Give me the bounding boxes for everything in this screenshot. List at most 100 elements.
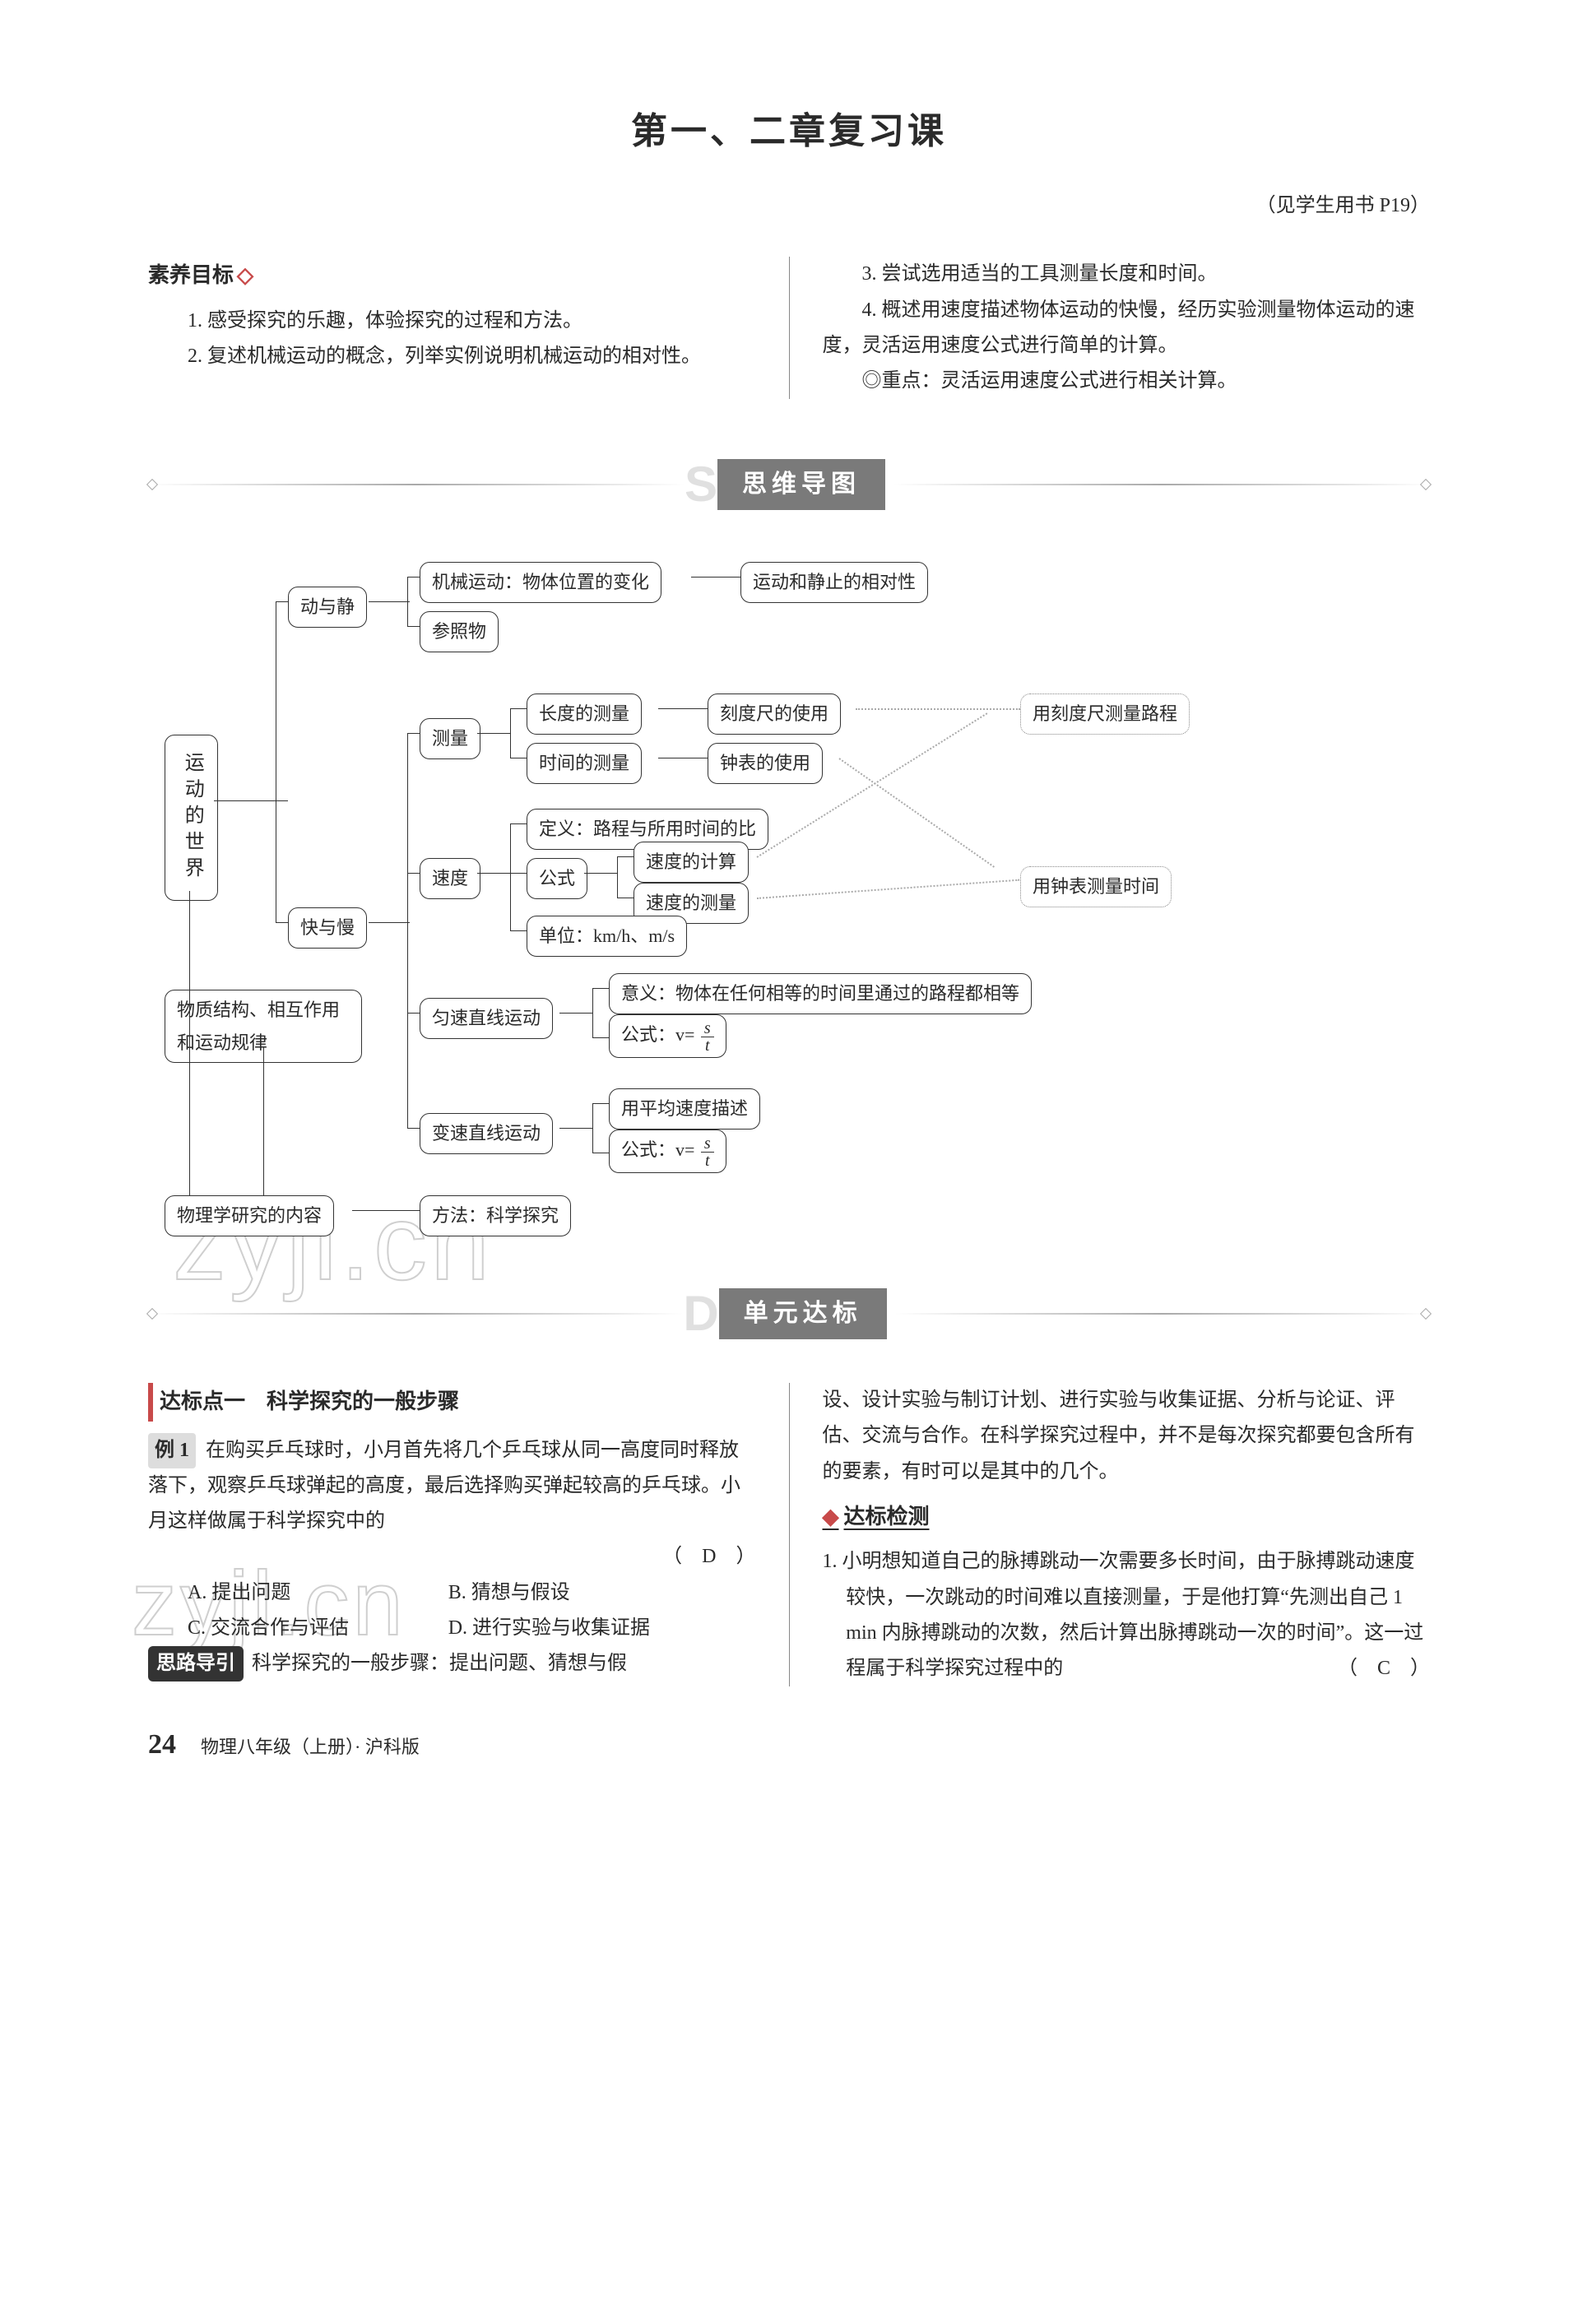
mm-connector — [592, 1103, 609, 1104]
option-b: B. 猜想与假设 — [448, 1575, 704, 1611]
mm-connector — [510, 708, 527, 709]
mm-node: 参照物 — [420, 611, 499, 652]
q1-text: 1. 小明想知道自己的脉搏跳动一次需要多长时间，由于脉搏跳动速度较快，一次跳动的… — [823, 1551, 1424, 1679]
mm-connector — [369, 922, 410, 923]
band-ghost-letter: S — [685, 440, 717, 529]
example-text: 在购买乒乓球时，小月首先将几个乒乓球从同一高度同时释放落下，观察乒乓球弹起的高度… — [148, 1440, 740, 1532]
mm-node: 匀速直线运动 — [420, 998, 553, 1039]
exercise-left-col: 达标点一 科学探究的一般步骤 例 1 在购买乒乓球时，小月首先将几个乒乓球从同一… — [148, 1383, 756, 1686]
mm-root: 运动的世界 — [165, 735, 218, 901]
topic-heading: 达标点一 科学探究的一般步骤 — [148, 1383, 466, 1422]
mm-connector — [214, 800, 288, 801]
frac-den: t — [702, 1153, 713, 1169]
column-divider — [789, 257, 790, 399]
column-divider — [789, 1383, 790, 1686]
frac-num: s — [701, 1135, 714, 1153]
continuation-text: 设、设计实验与制订计划、进行实验与收集证据、分析与论证、评估、交流与合作。在科学… — [823, 1383, 1431, 1490]
band-line — [148, 484, 685, 485]
section-band-exercise: D 单元达标 — [148, 1269, 1430, 1358]
mm-connector — [592, 1103, 593, 1153]
mm-connector — [407, 1013, 420, 1014]
options-row: A. 提出问题 B. 猜想与假设 — [148, 1575, 756, 1611]
question-text: 1. 小明想知道自己的脉搏跳动一次需要多长时间，由于脉搏跳动速度较快，一次跳动的… — [823, 1544, 1431, 1686]
goal-item: 1. 感受探究的乐趣，体验探究的过程和方法。 — [148, 304, 756, 339]
options-row: C. 交流合作与评估 D. 进行实验与收集证据 — [148, 1611, 756, 1646]
mm-connector — [276, 601, 288, 602]
footer-text: 物理八年级（上册）· 沪科版 — [201, 1731, 420, 1764]
band-ghost-letter: D — [683, 1269, 718, 1358]
mm-connector — [592, 988, 593, 1037]
q1-answer: （ C ） — [1362, 1651, 1430, 1686]
mm-dotted-connector — [856, 708, 1020, 710]
guide-line: 思路导引 科学探究的一般步骤：提出问题、猜想与假 — [148, 1646, 756, 1682]
mm-connector — [559, 1128, 592, 1129]
goal-item: 4. 概述用速度描述物体运动的快慢，经历实验测量物体运动的速度，灵活运用速度公式… — [823, 293, 1431, 364]
mm-connector — [559, 1013, 592, 1014]
mm-node: 快与慢 — [288, 907, 367, 949]
mm-connector — [510, 823, 527, 824]
mm-connector — [407, 733, 420, 734]
band-line — [895, 1313, 1430, 1315]
mm-connector — [263, 1047, 264, 1195]
mm-connector — [276, 922, 288, 923]
mm-node-dotted: 用钟表测量时间 — [1020, 866, 1172, 907]
mindmap: 运动的世界 动与静 机械运动：物体位置的变化 参照物 运动和静止的相对性 快与慢… — [148, 554, 1430, 1228]
mm-connector — [658, 708, 708, 709]
mm-connector — [407, 577, 408, 626]
mm-connector — [407, 577, 420, 578]
mm-dotted-connector — [757, 879, 1019, 899]
mm-dotted-connector — [838, 758, 995, 868]
mm-node: 机械运动：物体位置的变化 — [420, 562, 661, 603]
page-ref: （见学生用书 P19） — [148, 188, 1430, 224]
mm-node: 用平均速度描述 — [609, 1088, 760, 1130]
mm-connector — [510, 708, 511, 758]
band-line — [893, 484, 1430, 485]
mm-connector — [510, 930, 527, 931]
mm-node: 时间的测量 — [527, 743, 642, 784]
check-heading: 达标检测 — [823, 1498, 1431, 1537]
mm-node: 测量 — [420, 718, 480, 759]
mm-connector — [691, 577, 740, 578]
mm-node: 公式 — [527, 858, 587, 899]
goals-block: 素养目标 1. 感受探究的乐趣，体验探究的过程和方法。 2. 复述机械运动的概念… — [148, 257, 1430, 399]
mm-connector — [407, 1128, 420, 1129]
page-footer: 24 物理八年级（上册）· 沪科版 — [148, 1719, 1430, 1770]
mm-node-dotted: 用刻度尺测量路程 — [1020, 693, 1190, 735]
mm-node: 速度的计算 — [634, 842, 749, 883]
exercise-block: 达标点一 科学探究的一般步骤 例 1 在购买乒乓球时，小月首先将几个乒乓球从同一… — [148, 1383, 1430, 1686]
goal-item: ◎重点：灵活运用速度公式进行相关计算。 — [823, 364, 1431, 399]
mm-node: 速度 — [420, 858, 480, 899]
option-d: D. 进行实验与收集证据 — [448, 1611, 704, 1646]
mm-connector — [369, 601, 410, 602]
mm-node: 方法：科学探究 — [420, 1195, 571, 1236]
mm-node: 动与静 — [288, 587, 367, 628]
mm-connector — [510, 873, 527, 874]
mm-connector — [407, 626, 420, 627]
band-line — [148, 1313, 683, 1315]
fraction: s t — [701, 1135, 714, 1169]
option-a: A. 提出问题 — [188, 1575, 443, 1611]
mm-connector — [477, 873, 510, 874]
band-label: 思维导图 — [717, 459, 885, 510]
fraction: s t — [701, 1020, 714, 1054]
goals-right-col: 3. 尝试选用适当的工具测量长度和时间。 4. 概述用速度描述物体运动的快慢，经… — [823, 257, 1431, 399]
mm-connector — [407, 733, 408, 1128]
mm-node: 长度的测量 — [527, 693, 642, 735]
goal-item: 2. 复述机械运动的概念，列举实例说明机械运动的相对性。 — [148, 339, 756, 374]
frac-num: s — [701, 1020, 714, 1037]
page-number: 24 — [148, 1719, 176, 1770]
formula-prefix: 公式：v= — [621, 1024, 694, 1045]
mm-node-formula: 公式：v= s t — [609, 1130, 726, 1172]
guide-text: 科学探究的一般步骤：提出问题、猜想与假 — [252, 1653, 627, 1674]
goals-left-col: 素养目标 1. 感受探究的乐趣，体验探究的过程和方法。 2. 复述机械运动的概念… — [148, 257, 756, 399]
mm-node: 物理学研究的内容 — [165, 1195, 334, 1236]
mm-node: 刻度尺的使用 — [708, 693, 841, 735]
mm-connector — [477, 733, 510, 734]
mm-connector — [584, 873, 617, 874]
option-c: C. 交流合作与评估 — [188, 1611, 443, 1646]
mm-node: 钟表的使用 — [708, 743, 823, 784]
example-question: 例 1 在购买乒乓球时，小月首先将几个乒乓球从同一高度同时释放落下，观察乒乓球弹… — [148, 1433, 756, 1540]
section-band-mindmap: S 思维导图 — [148, 440, 1430, 529]
mm-node: 单位：km/h、m/s — [527, 916, 687, 957]
mm-node: 意义：物体在任何相等的时间里通过的路程都相等 — [609, 973, 1032, 1014]
